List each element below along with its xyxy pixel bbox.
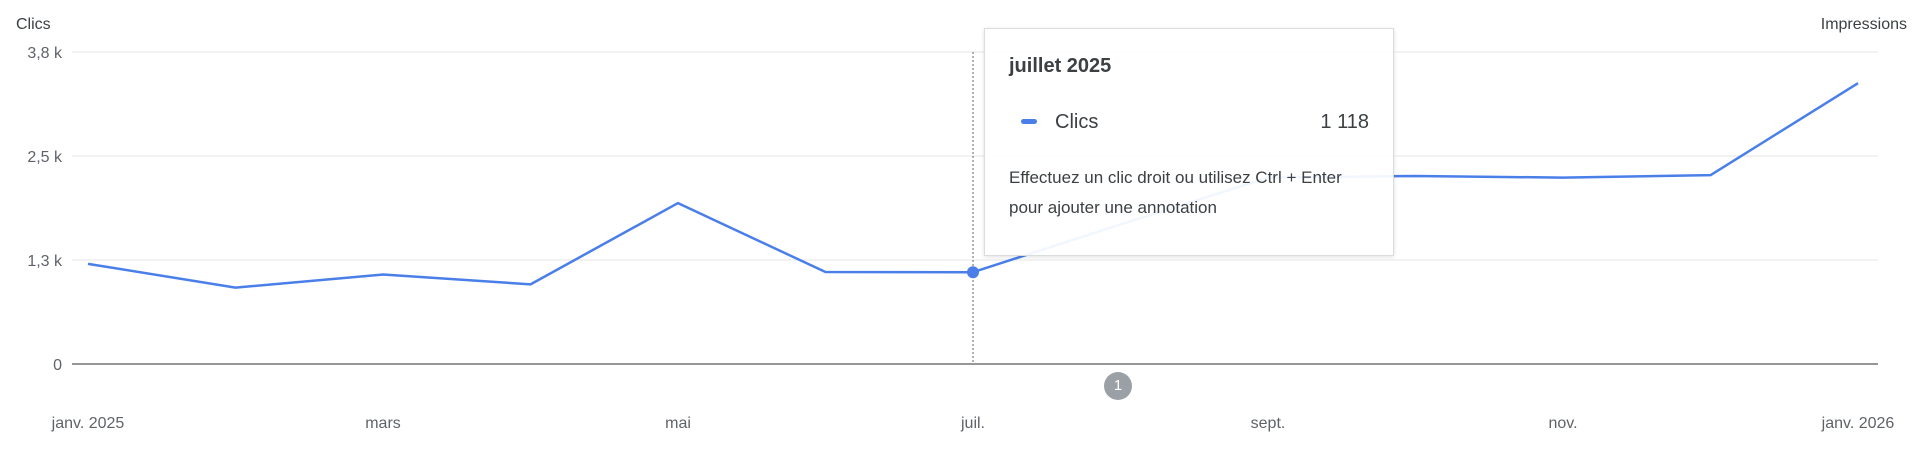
chart-tooltip: juillet 2025 Clics 1 118 Effectuez un cl…	[984, 28, 1394, 256]
x-tick-label: mars	[365, 415, 401, 432]
x-tick-label: juil.	[960, 415, 985, 432]
tooltip-hint: Effectuez un clic droit ou utilisez Ctrl…	[1009, 168, 1342, 217]
active-data-point[interactable]	[967, 266, 979, 279]
y-tick-label: 1,3 k	[27, 253, 63, 270]
y-tick-label: 3,8 k	[27, 45, 63, 62]
series-swatch-icon	[1021, 119, 1037, 124]
x-tick-label: nov.	[1548, 415, 1577, 432]
tooltip-series-value: 1 118	[1320, 111, 1369, 133]
x-tick-label: sept.	[1251, 415, 1286, 432]
x-tick-label: janv. 2025	[51, 415, 125, 432]
y-tick-label: 2,5 k	[27, 149, 63, 166]
x-tick-label: janv. 2026	[1821, 415, 1895, 432]
x-tick-label: mai	[665, 415, 691, 432]
tooltip-series-name: Clics	[1055, 111, 1099, 133]
annotation-marker[interactable]: 1	[1104, 372, 1132, 400]
y2-axis-title: Impressions	[1820, 16, 1907, 33]
y-axis-title: Clics	[16, 16, 51, 33]
y-tick-label: 0	[53, 357, 62, 374]
tooltip-title: juillet 2025	[1009, 55, 1112, 77]
